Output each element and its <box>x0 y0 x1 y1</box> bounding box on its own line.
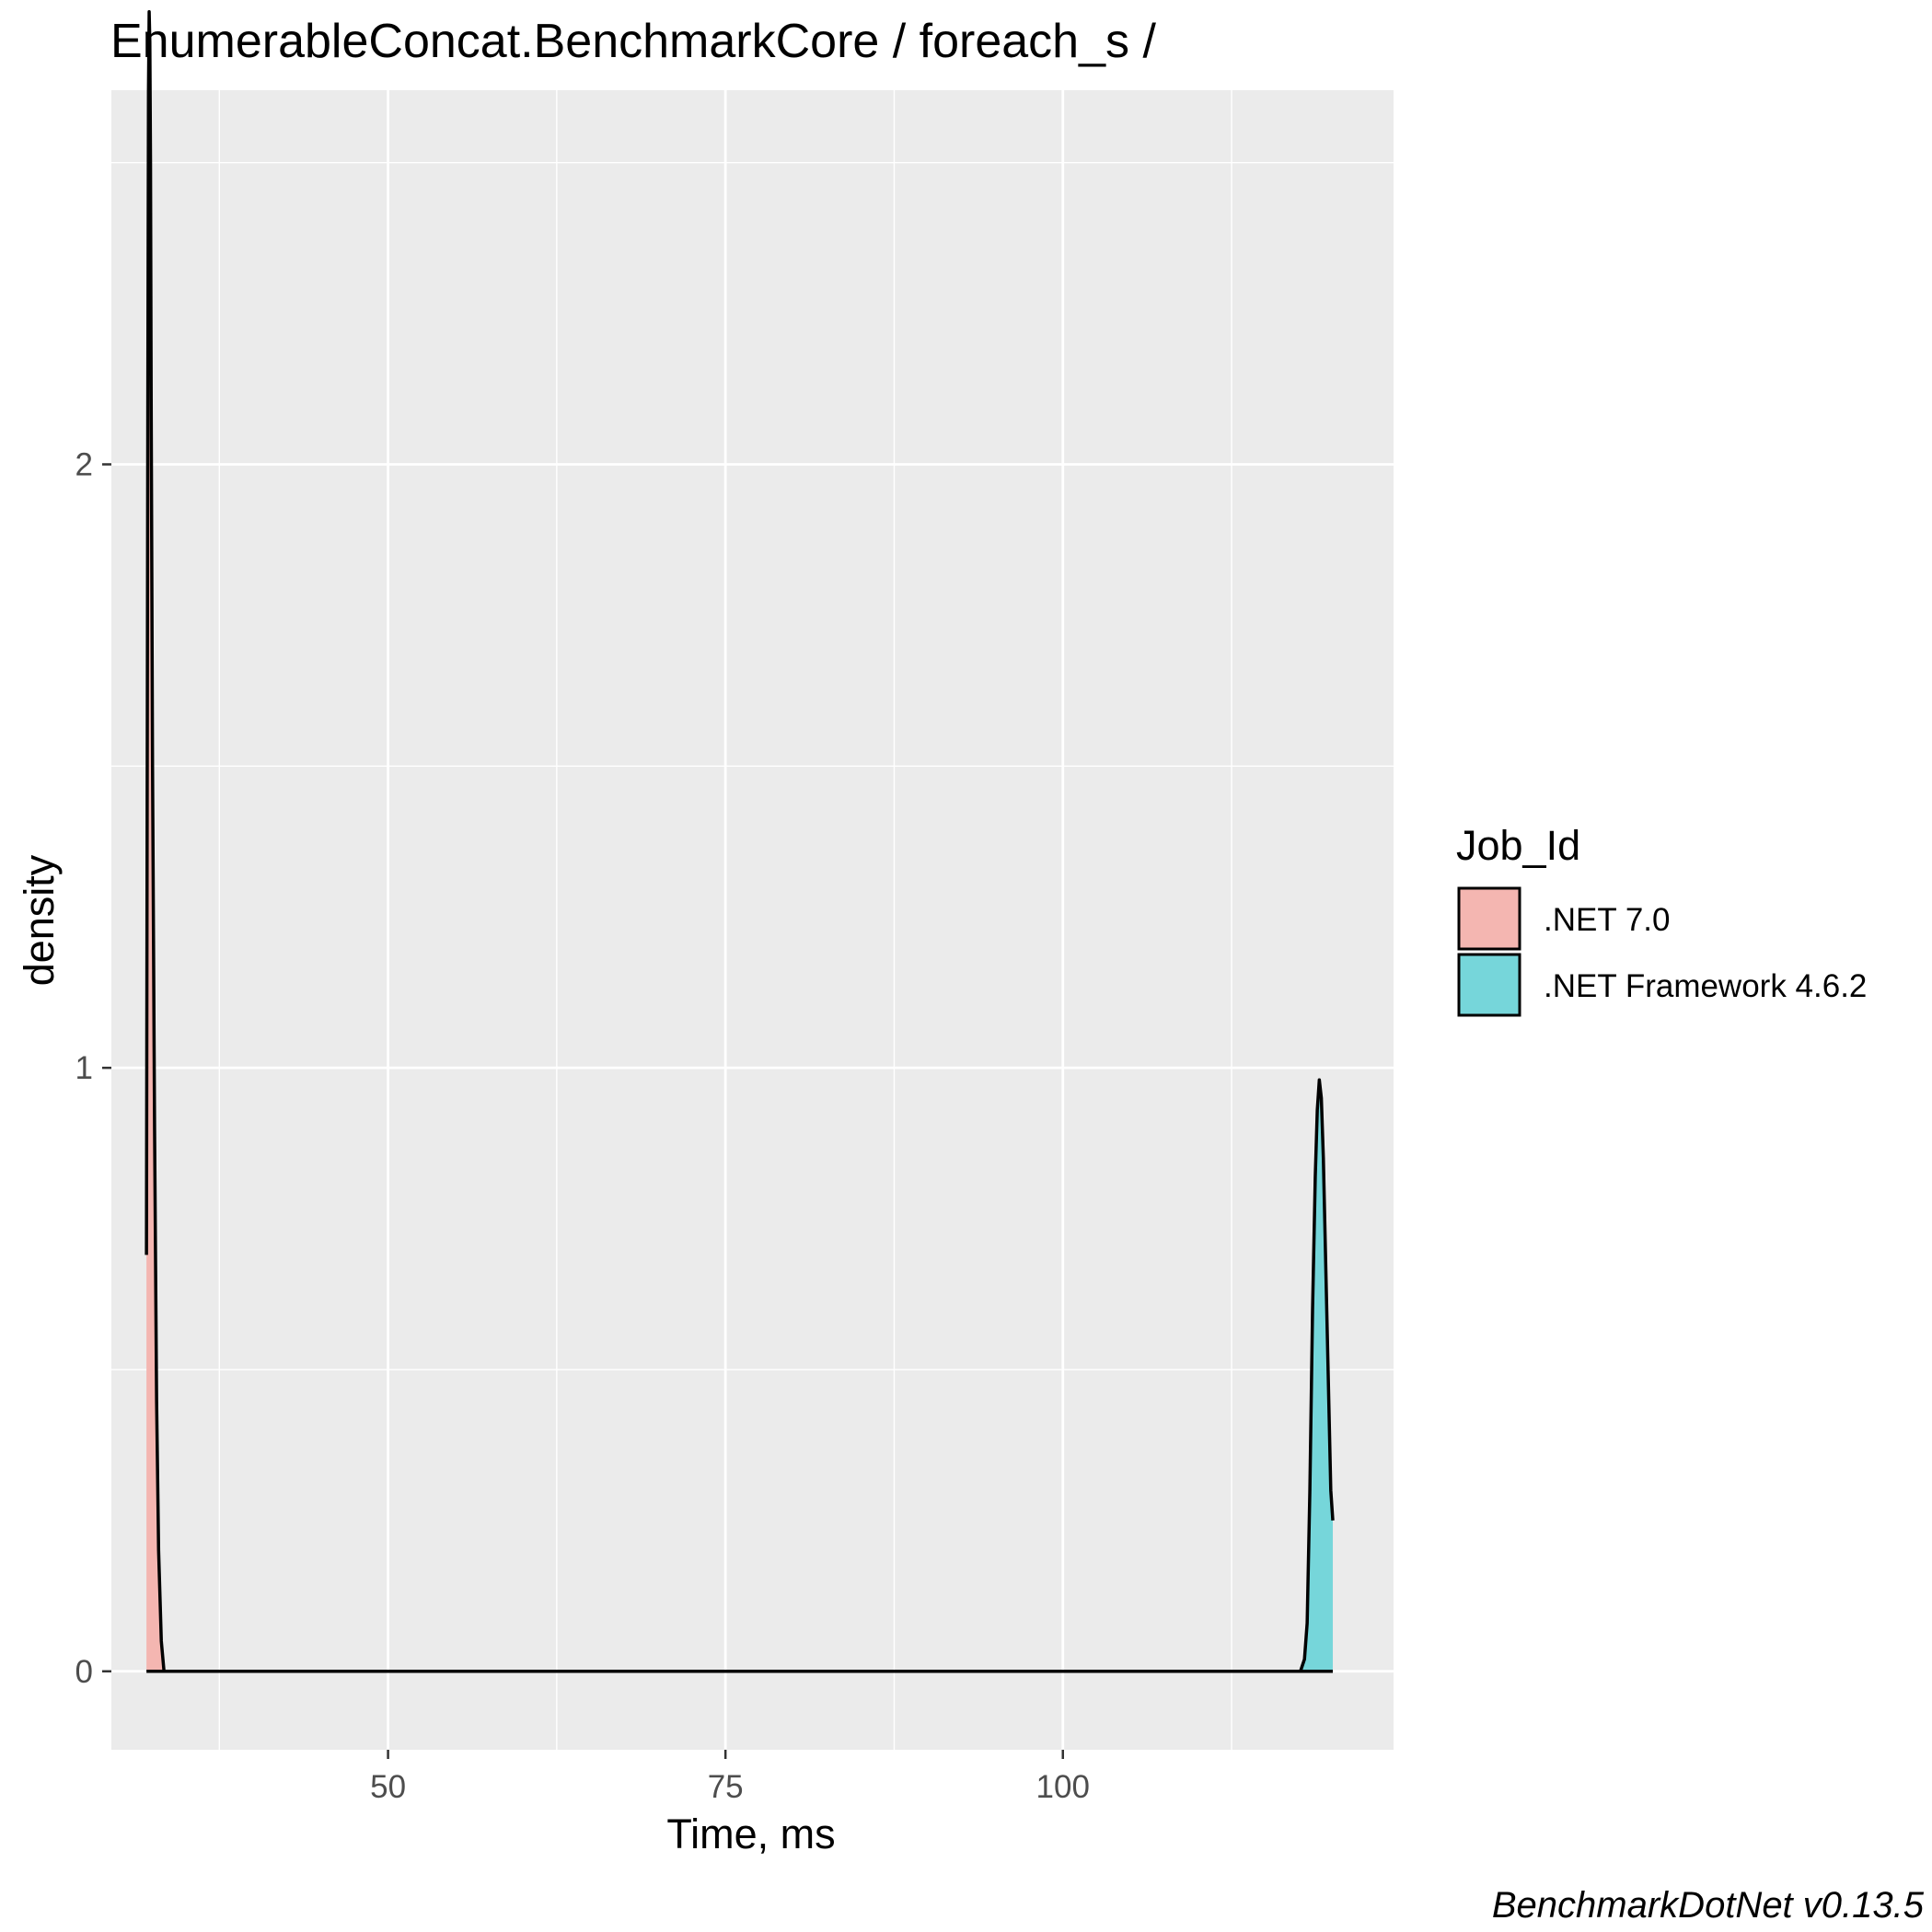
legend: Job_Id .NET 7.0 .NET Framework 4.6.2 <box>1456 822 1867 1017</box>
legend-title: Job_Id <box>1456 822 1580 869</box>
y-tick-label: 0 <box>75 1654 93 1690</box>
density-line-0 <box>145 10 166 1672</box>
chart-title: EnumerableConcat.BenchmarkCore / foreach… <box>110 15 1156 68</box>
y-tick-label: 1 <box>75 1050 93 1086</box>
density-line-1 <box>1299 1078 1335 1672</box>
legend-label-net-framework: .NET Framework 4.6.2 <box>1544 968 1867 1004</box>
y-axis-title: density <box>16 854 63 986</box>
density-series <box>145 10 1335 1673</box>
x-tick-label: 50 <box>370 1769 406 1805</box>
legend-label-net-7: .NET 7.0 <box>1544 902 1670 938</box>
caption: BenchmarkDotNet v0.13.5 <box>1492 1885 1925 1926</box>
plot-panel <box>111 90 1394 1750</box>
y-tick-label: 2 <box>75 446 93 482</box>
legend-key-net-7 <box>1457 886 1521 951</box>
x-tick-label: 100 <box>1036 1769 1090 1805</box>
x-tick-label: 75 <box>708 1769 744 1805</box>
axes: 50 75 100 0 1 2 <box>75 446 1090 1805</box>
legend-key-net-framework <box>1457 953 1521 1017</box>
x-axis-title: Time, ms <box>666 1811 835 1857</box>
